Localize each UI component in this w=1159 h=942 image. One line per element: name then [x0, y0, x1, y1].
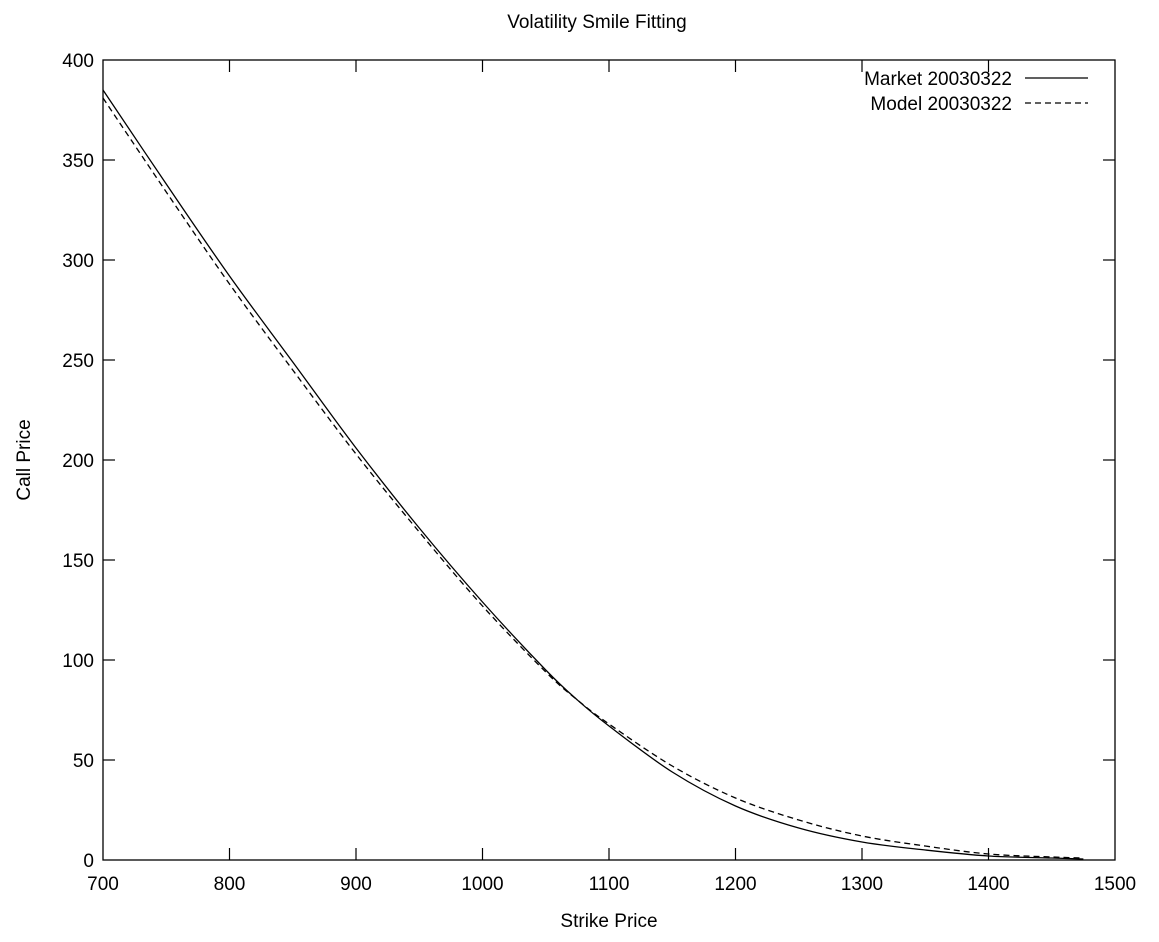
x-tick-label: 1300	[841, 874, 883, 895]
y-tick-label: 250	[62, 351, 94, 372]
x-tick-label: 1400	[967, 874, 1009, 895]
x-tick-label: 1500	[1094, 874, 1136, 895]
x-tick-label: 1000	[461, 874, 503, 895]
legend: Market 20030322 Model 20030322	[864, 69, 1088, 115]
series-layer	[102, 89, 1084, 860]
series-line-model-20030322	[102, 97, 1084, 859]
y-tick-label: 400	[62, 51, 94, 72]
x-tick-label: 800	[214, 874, 246, 895]
x-axis-ticks: 700 800 900 1000 1100 1200 1300 1400 1500	[87, 60, 1136, 895]
x-axis-title: Strike Price	[560, 911, 657, 932]
x-tick-label: 1200	[714, 874, 756, 895]
x-tick-label: 1100	[589, 874, 630, 895]
legend-label-market-20030322: Market 20030322	[864, 69, 1012, 90]
y-tick-label: 300	[62, 251, 94, 272]
y-tick-label: 150	[62, 551, 94, 572]
y-tick-label: 200	[62, 451, 94, 472]
plot-area-frame	[102, 59, 1116, 861]
y-axis-ticks: 0 50 100 150 200 250 300 350 400	[62, 51, 1115, 872]
y-tick-label: 350	[62, 151, 94, 172]
x-tick-label: 900	[340, 874, 372, 895]
y-tick-label: 100	[62, 651, 94, 672]
legend-label-model-20030322: Model 20030322	[870, 94, 1012, 115]
y-tick-label: 50	[73, 751, 94, 772]
chart-title: Volatility Smile Fitting	[507, 12, 687, 33]
series-line-market-20030322	[102, 89, 1084, 860]
y-tick-label: 0	[83, 851, 94, 872]
x-tick-label: 700	[87, 874, 119, 895]
y-axis-title: Call Price	[14, 419, 35, 500]
